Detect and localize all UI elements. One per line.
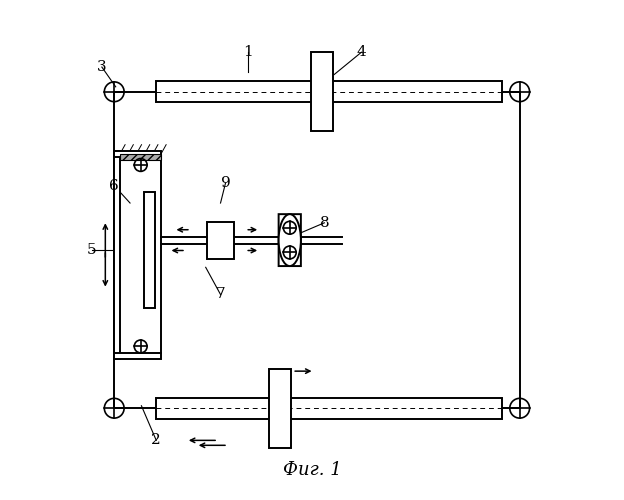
Text: 1: 1 <box>243 45 253 59</box>
Bar <box>114 151 120 359</box>
Text: 5: 5 <box>87 243 97 257</box>
Text: 9: 9 <box>221 176 230 190</box>
Bar <box>156 82 502 102</box>
Bar <box>144 192 155 308</box>
Bar <box>311 52 333 132</box>
Bar <box>114 151 161 157</box>
Bar <box>120 154 161 160</box>
Bar <box>156 398 502 418</box>
Text: 6: 6 <box>109 178 119 192</box>
Bar <box>114 353 161 359</box>
Bar <box>269 368 291 448</box>
FancyBboxPatch shape <box>279 214 301 266</box>
Text: Фиг. 1: Фиг. 1 <box>283 461 341 479</box>
Ellipse shape <box>279 214 301 266</box>
Text: 7: 7 <box>216 288 225 302</box>
Text: 4: 4 <box>356 45 366 59</box>
Bar <box>207 222 234 258</box>
Text: 2: 2 <box>152 434 161 448</box>
Text: 3: 3 <box>97 60 107 74</box>
Text: 8: 8 <box>319 216 329 230</box>
